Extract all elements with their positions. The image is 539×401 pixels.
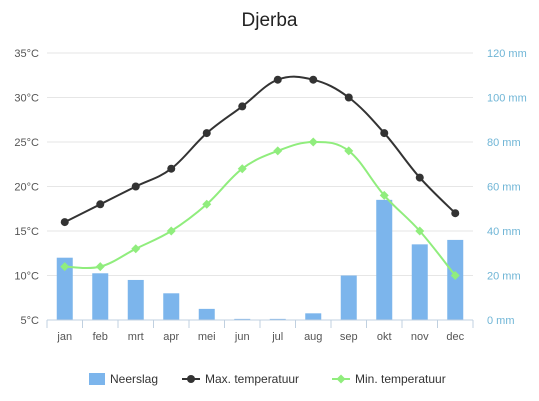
x-axis: jan feb mrt apr mei jun jul aug sep okt nov dec: [46, 319, 474, 343]
gridlines: [47, 52, 473, 276]
precipitation-bar: [269, 318, 286, 320]
min-temperature-point: [237, 164, 247, 174]
x-tick-label: jun: [234, 331, 250, 343]
x-tick-label: feb: [93, 331, 108, 343]
right-tick-label: 100 mm: [487, 93, 527, 105]
min-temperature-point: [308, 137, 318, 147]
precipitation-bar: [198, 308, 215, 320]
max-temperature-point: [451, 209, 460, 218]
min-temperature-point: [131, 244, 141, 254]
max-temperature-point: [202, 129, 211, 138]
x-tick-label: mei: [198, 331, 216, 343]
precipitation-bar: [411, 244, 428, 320]
left-tick-label: 25°C: [14, 137, 39, 149]
legend-label-max: Max. temperatuur: [205, 372, 299, 386]
legend-marker-min: [336, 374, 346, 384]
left-tick-label: 10°C: [14, 271, 39, 283]
legend-swatch-neerslag: [89, 373, 105, 385]
legend[interactable]: Neerslag Max. temperatuur Min. temperatuur: [89, 372, 446, 386]
min-temperature-point: [379, 190, 389, 200]
precipitation-bar: [376, 199, 393, 320]
left-tick-label: 35°C: [14, 48, 39, 60]
max-temperature-point: [96, 200, 105, 209]
precipitation-bar: [234, 318, 251, 320]
left-tick-label: 15°C: [14, 226, 39, 238]
precipitation-bars: [56, 199, 464, 320]
x-tick-label: nov: [411, 331, 429, 343]
right-tick-label: 20 mm: [487, 271, 521, 283]
left-axis-ticks: 5°C 10°C 15°C 20°C 25°C 30°C 35°C: [14, 48, 39, 327]
max-temperature-point: [60, 218, 69, 227]
min-temperature-point: [202, 199, 212, 209]
precipitation-bar: [305, 313, 322, 320]
right-tick-label: 40 mm: [487, 226, 521, 238]
min-temperature-line: [64, 140, 457, 277]
x-tick-label: okt: [377, 331, 392, 343]
max-temperature-point: [167, 164, 176, 173]
max-temperature-point: [273, 75, 282, 84]
left-tick-label: 30°C: [14, 93, 39, 105]
legend-label-min: Min. temperatuur: [355, 372, 446, 386]
x-tick-label: jan: [56, 331, 72, 343]
x-tick-label: dec: [446, 331, 464, 343]
right-tick-label: 0 mm: [487, 315, 515, 327]
x-tick-label: aug: [304, 331, 322, 343]
legend-label-neerslag: Neerslag: [110, 372, 158, 386]
x-tick-label: apr: [163, 331, 179, 343]
max-temperature-point: [309, 75, 318, 84]
max-temperature-point: [344, 93, 353, 102]
x-tick-label: sep: [340, 331, 358, 343]
x-tick-label: jul: [271, 331, 283, 343]
precipitation-bar: [56, 257, 73, 320]
right-tick-label: 120 mm: [487, 48, 527, 60]
precipitation-bar: [340, 275, 357, 320]
x-tick-label: mrt: [128, 331, 144, 343]
max-temperature-point: [238, 102, 247, 111]
legend-marker-max: [187, 375, 195, 383]
precipitation-bar: [127, 279, 144, 320]
left-tick-label: 5°C: [21, 315, 40, 327]
precipitation-bar: [163, 293, 180, 320]
min-temperature-point: [415, 226, 425, 236]
precipitation-bar: [92, 273, 109, 320]
max-temperature-point: [415, 173, 424, 182]
max-temperature-point: [380, 129, 389, 138]
min-temperature-point: [95, 262, 105, 272]
right-tick-label: 80 mm: [487, 137, 521, 149]
temperature-lines: [60, 75, 460, 280]
min-temperature-point: [166, 226, 176, 236]
chart-title: Djerba: [242, 10, 298, 31]
right-tick-label: 60 mm: [487, 182, 521, 194]
max-temperature-point: [131, 182, 140, 191]
left-tick-label: 20°C: [14, 182, 39, 194]
min-temperature-point: [344, 146, 354, 156]
min-temperature-point: [60, 262, 70, 272]
min-temperature-point: [273, 146, 283, 156]
min-temperature-point: [450, 271, 460, 280]
max-temperature-line: [64, 75, 456, 223]
right-axis-ticks: 0 mm 20 mm 40 mm 60 mm 80 mm 100 mm 120 mm: [487, 48, 527, 327]
